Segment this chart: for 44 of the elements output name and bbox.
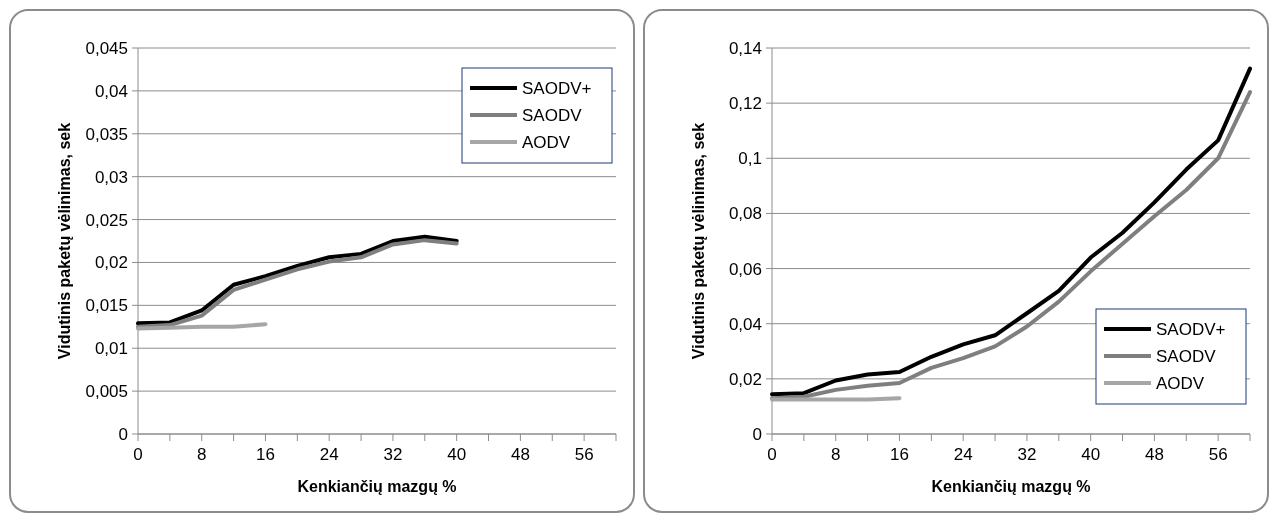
x-axis-title: Kenkiančių mazgų %	[297, 478, 457, 495]
x-axis-title: Kenkiančių mazgų %	[931, 478, 1091, 495]
y-axis-title: Vidutinis paketų vėlinimas, sek	[56, 122, 73, 360]
x-tick-label: 32	[1017, 445, 1037, 464]
x-tick-label: 24	[953, 445, 973, 464]
x-tick-label: 16	[256, 445, 275, 464]
x-tick-label: 0	[133, 445, 143, 464]
legend-label: SAODV+	[522, 78, 592, 98]
legend-label: SAODV	[1156, 346, 1217, 366]
x-tick-label: 56	[574, 445, 594, 464]
x-tick-label: 40	[447, 445, 467, 464]
y-tick-label: 0,035	[85, 124, 128, 144]
x-tick-label: 8	[831, 445, 841, 464]
y-tick-label: 0,015	[85, 296, 128, 316]
legend-label: SAODV+	[1156, 319, 1226, 339]
y-axis-title: Vidutinis paketų vėlinimas, sek	[690, 122, 707, 360]
y-tick-label: 0,14	[728, 38, 762, 58]
y-tick-label: 0,01	[94, 339, 128, 359]
y-tick-label: 0,04	[728, 314, 762, 334]
y-tick-label: 0,04	[94, 81, 128, 101]
y-tick-label: 0,02	[728, 369, 762, 389]
x-tick-label: 48	[1144, 445, 1164, 464]
y-tick-label: 0,1	[738, 149, 762, 169]
y-tick-label: 0,02	[94, 253, 128, 273]
y-tick-label: 0,08	[728, 204, 762, 224]
y-tick-label: 0,025	[85, 210, 128, 230]
legend-label: AODV	[1156, 373, 1205, 393]
x-tick-label: 16	[890, 445, 909, 464]
x-tick-label: 0	[767, 445, 777, 464]
y-tick-label: 0,005	[85, 382, 128, 402]
y-tick-label: 0,06	[728, 259, 762, 279]
x-tick-label: 40	[1081, 445, 1101, 464]
x-tick-label: 24	[319, 445, 339, 464]
legend-label: SAODV	[522, 105, 583, 125]
y-tick-label: 0,12	[728, 94, 762, 114]
y-tick-label: 0	[118, 424, 128, 444]
x-tick-label: 56	[1208, 445, 1228, 464]
x-tick-label: 48	[510, 445, 530, 464]
y-tick-label: 0	[752, 424, 762, 444]
y-tick-label: 0,03	[94, 167, 128, 187]
y-tick-label: 0,045	[85, 38, 128, 58]
x-tick-label: 32	[383, 445, 403, 464]
legend-label: AODV	[522, 132, 571, 152]
x-tick-label: 8	[197, 445, 207, 464]
